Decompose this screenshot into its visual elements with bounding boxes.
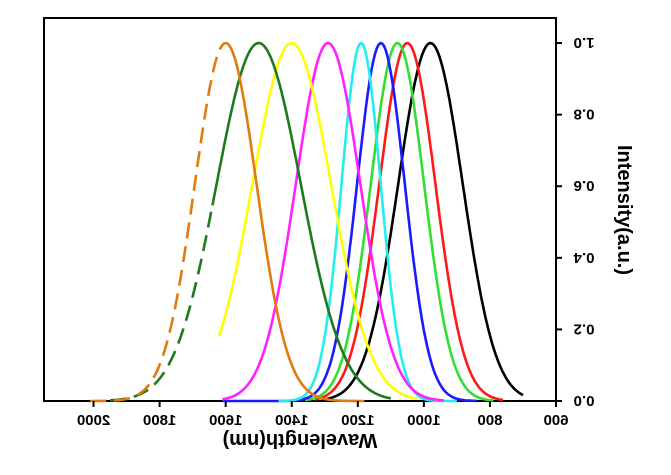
x-axis-ticks: 600 800 1000 1200 1400 1600 1800 2000 xyxy=(77,401,569,429)
series-line-3 xyxy=(222,41,477,403)
y-tick-label-1: 0.2 xyxy=(574,320,595,337)
y-axis-ticks: 0.0 0.2 0.4 0.6 0.8 1.0 xyxy=(556,34,594,409)
series-line-0 xyxy=(321,41,524,402)
y-tick-label-5: 1.0 xyxy=(574,34,595,51)
series-line-7 xyxy=(211,41,392,400)
x-tick-label-1400: 1400 xyxy=(275,412,308,429)
series-line-6 xyxy=(217,41,418,401)
y-axis-label: Intensity(a.u.) xyxy=(613,145,635,275)
series-line-2 xyxy=(304,41,494,402)
plot-frame xyxy=(43,17,557,402)
y-tick-label-3: 0.6 xyxy=(574,177,595,194)
y-tick-label-4: 0.8 xyxy=(574,106,595,123)
series-line-10 xyxy=(90,41,226,403)
x-tick-label-1600: 1600 xyxy=(209,412,242,429)
x-tick-label-2000: 2000 xyxy=(77,412,110,429)
x-tick-label-800: 800 xyxy=(477,412,502,429)
x-axis-label: Wavelength(nm) xyxy=(223,429,378,451)
y-tick-label-2: 0.4 xyxy=(573,249,595,266)
series-layer xyxy=(90,41,524,403)
series-line-1 xyxy=(314,41,504,402)
series-line-8 xyxy=(110,205,214,402)
y-tick-label-0: 0.0 xyxy=(574,392,595,409)
x-tick-label-1000: 1000 xyxy=(407,412,440,429)
series-line-9 xyxy=(225,41,365,403)
series-line-5 xyxy=(222,41,444,402)
x-tick-label-1800: 1800 xyxy=(143,412,176,429)
x-tick-label-600: 600 xyxy=(543,412,568,429)
x-tick-label-1200: 1200 xyxy=(341,412,374,429)
